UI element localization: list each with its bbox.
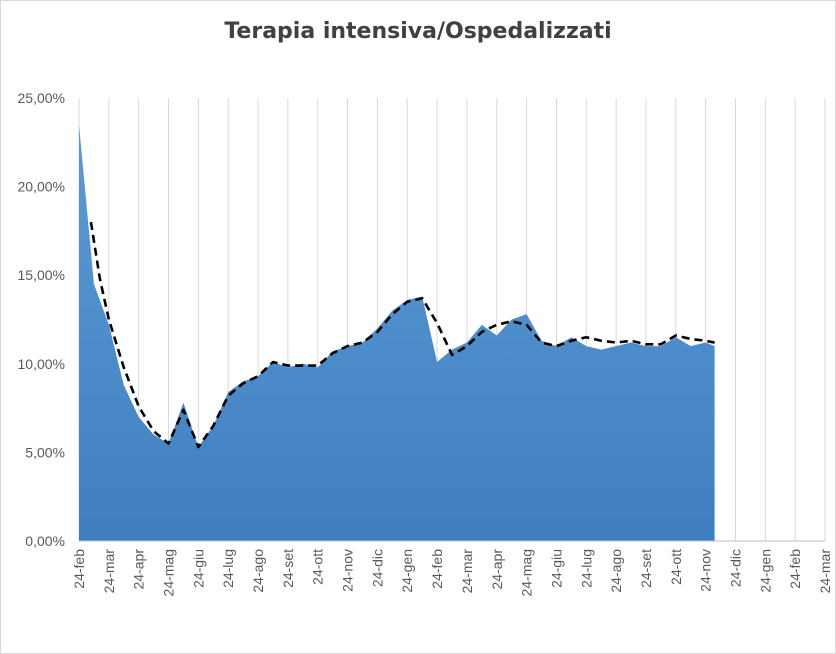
- x-tick-label: 24-apr: [489, 549, 505, 590]
- area-fill: [79, 124, 715, 541]
- x-tick-label: 24-ago: [250, 549, 266, 593]
- x-tick-label: 24-dic: [369, 549, 385, 587]
- chart-title: Terapia intensiva/Ospedalizzati: [224, 19, 612, 44]
- y-tick-label: 20,00%: [18, 179, 65, 195]
- y-tick-label: 25,00%: [18, 90, 65, 106]
- x-tick-label: 24-mar: [817, 549, 833, 594]
- x-axis: 24-feb 24-mar 24-apr 24-mag 24-giu 24-lug 24-a…: [71, 540, 833, 596]
- x-tick-label: 24-gen: [757, 549, 773, 593]
- y-tick-label: 5,00%: [25, 444, 65, 460]
- x-tick-label: 24-gen: [399, 549, 415, 593]
- x-tick-label: 24-dic: [727, 549, 743, 587]
- x-tick-label: 24-nov: [698, 549, 714, 592]
- x-tick-label: 24-ott: [668, 549, 684, 585]
- x-tick-label: 24-set: [638, 549, 654, 588]
- y-tick-label: 0,00%: [25, 533, 65, 549]
- y-tick-label: 10,00%: [18, 356, 65, 372]
- x-tick-label: 24-lug: [578, 549, 594, 588]
- x-tick-label: 24-ott: [310, 549, 326, 585]
- x-tick-label: 24-mag: [161, 549, 177, 596]
- x-tick-label: 24-mar: [459, 549, 475, 594]
- x-tick-label: 24-set: [280, 549, 296, 588]
- area-series: [79, 124, 715, 541]
- x-tick-label: 24-ago: [608, 549, 624, 593]
- trend-series: [89, 221, 715, 449]
- x-tick-label: 24-mar: [101, 549, 117, 594]
- y-tick-label: 15,00%: [18, 267, 65, 283]
- trend-line: [89, 221, 715, 449]
- x-tick-label: 24-feb: [71, 549, 87, 589]
- x-tick-label: 24-apr: [131, 549, 147, 590]
- x-tick-label: 24-mag: [519, 549, 535, 596]
- x-tick-label: 24-feb: [429, 549, 445, 589]
- x-tick-label: 24-nov: [340, 549, 356, 592]
- x-tick-label: 24-feb: [787, 549, 803, 589]
- x-tick-label: 24-giu: [190, 549, 206, 588]
- y-axis: 0,00% 5,00% 10,00% 15,00% 20,00% 25,00%: [18, 90, 65, 549]
- x-tick-label: 24-giu: [548, 549, 564, 588]
- x-tick-label: 24-lug: [220, 549, 236, 588]
